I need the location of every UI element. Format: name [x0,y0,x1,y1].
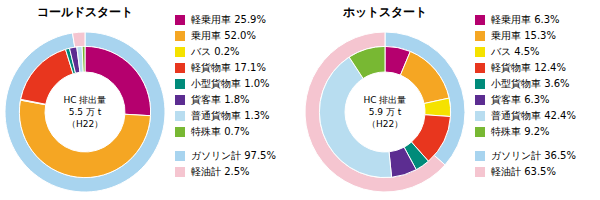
center-text: 5.5 万 t [69,107,102,117]
legend-swatch [475,127,485,137]
legend-swatch [475,31,485,41]
donut-slice [319,57,391,178]
legend-item: 軽油計 2.5% [175,166,250,177]
legend-label: 小型貨物車 3.6% [491,78,570,89]
legend-label: 普通貨物車 42.4% [491,110,576,121]
donut-slice [400,51,449,103]
legend-label: バス 4.5% [490,46,540,57]
legend-label: 貨客車 6.3% [491,94,550,105]
legend-item: ガソリン計 97.5% [175,150,276,161]
donut: HC 排出量 5.5 万 t （H22） [5,32,165,192]
legend-item: 普通貨物車 1.3% [175,110,270,121]
legend-item: 貨客車 1.8% [175,94,250,105]
center-text: （H22） [367,119,403,129]
legend-swatch [475,95,485,105]
legend-item: バス 0.2% [175,46,240,57]
donut-panel: HC 排出量 5.5 万 t （H22） コールドスタート軽乗用車 25.9% 乗用車 … [5,5,276,192]
center-text: 5.9 万 t [369,107,402,117]
legend-swatch [475,15,485,25]
donut-slice [389,147,416,177]
legend-label: 貨客車 1.8% [191,94,250,105]
outer-ring [305,32,465,192]
legend-swatch [175,167,185,177]
donut-slice [82,46,85,72]
donut-panel: HC 排出量 5.9 万 t （H22） ホットスタート軽乗用車 6.3% 乗用車 15… [305,5,576,192]
legend: 軽乗用車 25.9% 乗用車 52.0% バス 0.2% 軽貨物車 17.1% 小型貨物… [175,14,276,177]
center-text: （H22） [67,119,103,129]
legend-swatch [475,167,485,177]
donut-slice [85,46,151,115]
legend-label: ガソリン計 36.5% [491,150,576,161]
legend-swatch [175,31,185,41]
legend-swatch [175,111,185,121]
legend-swatch [175,63,185,73]
donut-slice [5,32,165,192]
legend-swatch [475,151,485,161]
chart-title: ホットスタート [342,5,427,19]
legend-item: 特殊車 0.7% [175,126,250,137]
legend-item: 小型貨物車 3.6% [475,78,570,89]
donut-slice [305,32,445,192]
legend-item: 軽油計 63.5% [475,166,556,177]
center-text: HC 排出量 [364,95,407,105]
legend-label: 軽貨物車 12.4% [491,62,566,73]
legend-swatch [475,63,485,73]
legend-item: 普通貨物車 42.4% [475,110,576,121]
legend-label: 特殊車 9.2% [491,126,550,137]
legend: 軽乗用車 6.3% 乗用車 15.3% バス 4.5% 軽貨物車 12.4% 小型貨物車… [475,14,576,177]
legend-swatch [175,79,185,89]
donut-slice [19,100,150,177]
legend-item: バス 4.5% [475,46,540,57]
legend-item: ガソリン計 36.5% [475,150,576,161]
legend-swatch [475,79,485,89]
legend-item: 乗用車 52.0% [175,30,256,41]
chart-title: コールドスタート [37,5,133,19]
legend-item: 軽貨物車 12.4% [475,62,566,73]
legend-item: 貨客車 6.3% [475,94,550,105]
donut-slice [72,32,85,47]
legend-item: 軽乗用車 25.9% [175,14,266,25]
legend-label: 乗用車 52.0% [191,30,256,41]
legend-swatch [475,111,485,121]
donut: HC 排出量 5.9 万 t （H22） [305,32,465,192]
legend-item: 特殊車 9.2% [475,126,550,137]
legend-swatch [175,127,185,137]
center-text: HC 排出量 [64,95,107,105]
inner-ring [19,46,150,177]
donut-slice [349,46,385,78]
figure: HC 排出量 5.5 万 t （H22） コールドスタート軽乗用車 25.9% 乗用車 … [0,0,600,200]
legend-label: 軽油計 63.5% [491,166,556,177]
legend-item: 小型貨物車 1.0% [175,78,270,89]
legend-label: 軽貨物車 17.1% [191,62,266,73]
legend-label: 軽乗用車 25.9% [191,14,266,25]
legend-swatch [175,95,185,105]
legend-swatch [175,151,185,161]
outer-ring [5,32,165,192]
legend-label: 乗用車 15.3% [491,30,556,41]
legend-label: 軽油計 2.5% [191,166,250,177]
legend-label: 普通貨物車 1.3% [191,110,270,121]
legend-item: 軽貨物車 17.1% [175,62,266,73]
legend-label: 小型貨物車 1.0% [191,78,270,89]
legend-item: 軽乗用車 6.3% [475,14,560,25]
legend-item: 乗用車 15.3% [475,30,556,41]
legend-label: 軽乗用車 6.3% [491,14,560,25]
inner-ring [319,46,450,177]
legend-label: バス 0.2% [190,46,240,57]
donut-slice [424,98,451,116]
legend-swatch [475,47,485,57]
legend-label: 特殊車 0.7% [191,126,250,137]
legend-swatch [175,47,185,57]
legend-label: ガソリン計 97.5% [191,150,276,161]
legend-swatch [175,15,185,25]
